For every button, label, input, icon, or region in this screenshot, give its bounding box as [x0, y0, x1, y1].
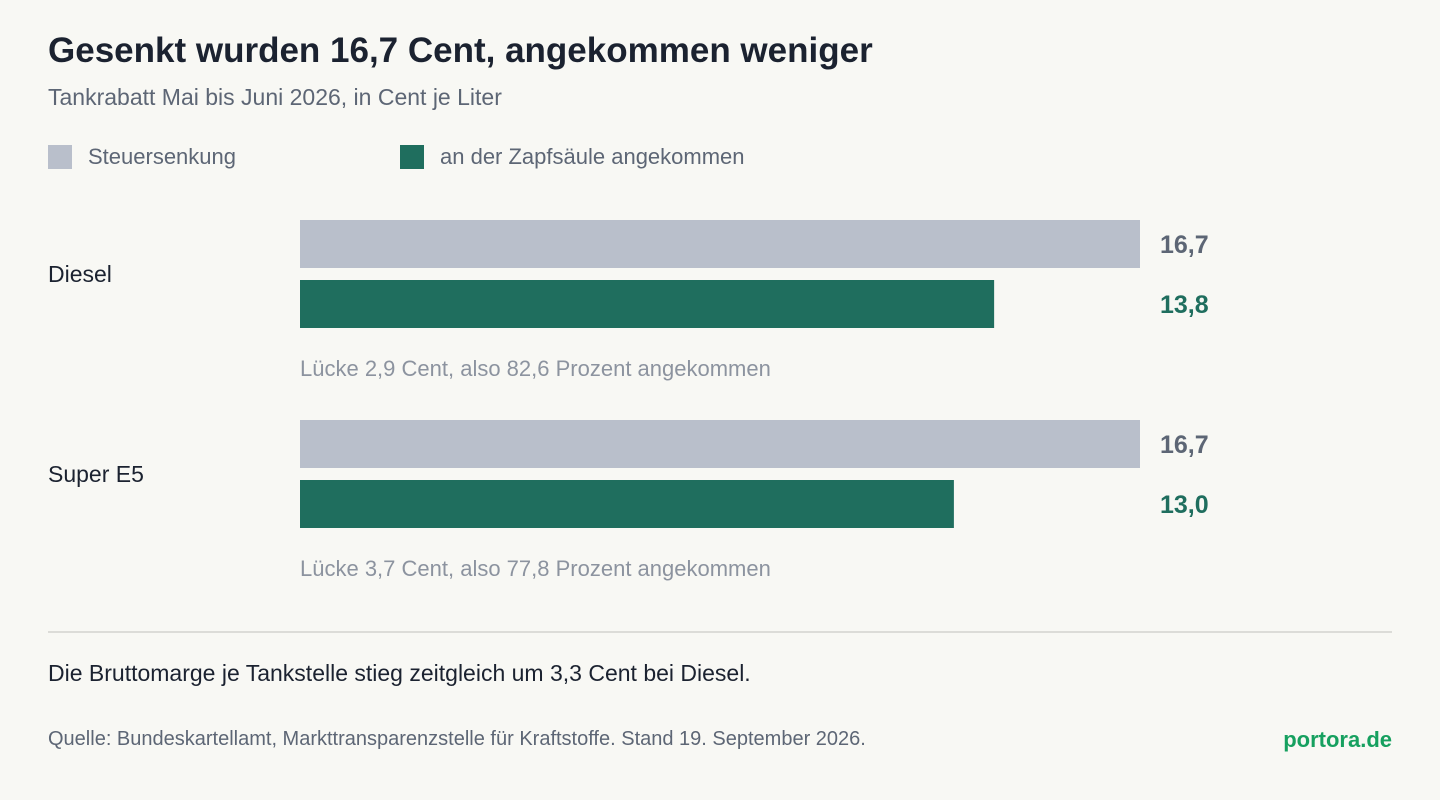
- bar-super-e5-angekommen: [300, 480, 954, 528]
- category-label-diesel: Diesel: [48, 261, 112, 287]
- source-text: Quelle: Bundeskartellamt, Markttranspare…: [48, 728, 866, 750]
- bar-diesel-angekommen: [300, 280, 995, 328]
- legend-swatch-steuersenkung: [48, 145, 72, 169]
- legend-label-angekommen: an der Zapfsäule angekommen: [440, 144, 745, 169]
- chart-subtitle: Tankrabatt Mai bis Juni 2026, in Cent je…: [48, 84, 502, 110]
- value-label-diesel-steuersenkung: 16,7: [1160, 231, 1209, 259]
- divider: [48, 631, 1392, 633]
- legend-item-angekommen: an der Zapfsäule angekommen: [400, 144, 745, 170]
- bar-diesel-steuersenkung: [300, 220, 1140, 268]
- value-label-diesel-angekommen: 13,8: [1160, 291, 1209, 319]
- legend-swatch-angekommen: [400, 145, 424, 169]
- gap-annotation-super-e5: Lücke 3,7 Cent, also 77,8 Prozent angeko…: [300, 556, 771, 581]
- gap-annotation-diesel: Lücke 2,9 Cent, also 82,6 Prozent angeko…: [300, 356, 771, 381]
- value-label-super-e5-steuersenkung: 16,7: [1160, 431, 1209, 459]
- category-label-super-e5: Super E5: [48, 461, 144, 487]
- bar-super-e5-steuersenkung: [300, 420, 1140, 468]
- legend-label-steuersenkung: Steuersenkung: [88, 144, 236, 169]
- footer-note: Die Bruttomarge je Tankstelle stieg zeit…: [48, 660, 751, 686]
- brand-logo-text: portora.de: [1283, 727, 1392, 752]
- legend-item-steuersenkung: Steuersenkung: [48, 144, 236, 170]
- value-label-super-e5-angekommen: 13,0: [1160, 491, 1209, 519]
- chart-title: Gesenkt wurden 16,7 Cent, angekommen wen…: [48, 31, 873, 70]
- bar-chart: Diesel 16,7 13,8 Lücke 2,9 Cent, also 82,6 …: [48, 220, 1209, 581]
